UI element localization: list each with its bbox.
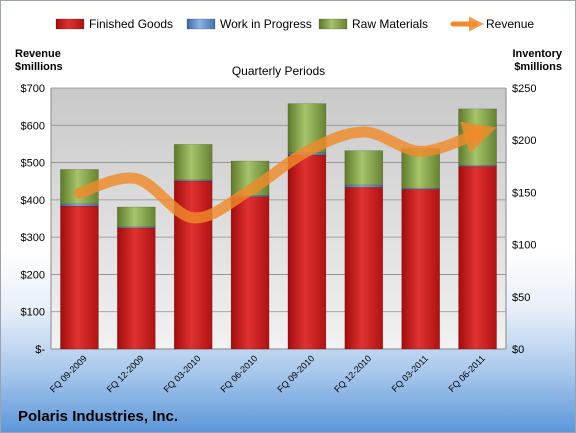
company-name: Polaris Industries, Inc. <box>18 408 178 425</box>
left-tick-label: $600 <box>21 120 45 132</box>
legend-swatch <box>186 18 216 30</box>
right-tick-label: $50 <box>512 292 530 304</box>
chart-subtitle: Quarterly Periods <box>232 64 325 78</box>
x-tick-label: FQ 03-2010 <box>162 353 203 394</box>
right-tick-label: $250 <box>512 83 536 95</box>
bar-raw-materials <box>173 144 213 181</box>
revenue-line <box>73 121 497 224</box>
bar-work-in-progress <box>344 184 384 188</box>
right-tick-label: $150 <box>512 187 536 199</box>
left-tick-label: $100 <box>21 307 45 319</box>
right-axis-title-line2: $millions <box>514 61 562 73</box>
bar-finished-goods <box>287 154 327 350</box>
right-tick-label: $0 <box>512 344 524 356</box>
x-tick-label: FQ 12-2010 <box>332 353 373 394</box>
bar-finished-goods <box>230 196 270 350</box>
bar-finished-goods <box>401 188 440 350</box>
x-tick-label: FQ 09-2009 <box>48 353 89 394</box>
left-tick-label: $500 <box>21 158 45 170</box>
legend-label: Finished Goods <box>89 17 173 31</box>
legend-label: Work in Progress <box>220 17 312 31</box>
right-tick-label: $100 <box>512 240 536 252</box>
left-tick-label: $400 <box>21 195 45 207</box>
legend-swatch <box>55 18 85 30</box>
bar-raw-materials <box>344 150 384 186</box>
legend-label: Raw Materials <box>352 17 428 31</box>
bar-finished-goods <box>458 166 497 350</box>
left-tick-label: $300 <box>21 232 45 244</box>
left-tick-label: $700 <box>21 83 45 95</box>
bar-finished-goods <box>117 227 156 350</box>
left-axis-title-line1: Revenue <box>15 48 61 60</box>
x-tick-label: FQ 09-2010 <box>275 353 316 394</box>
legend-swatch <box>318 18 348 30</box>
right-axis-title-line1: Inventory <box>512 48 562 60</box>
left-tick-label: $- <box>35 344 45 356</box>
bar-finished-goods <box>344 186 384 350</box>
x-tick-label: FQ 06-2010 <box>218 353 259 394</box>
left-tick-label: $200 <box>21 269 45 281</box>
left-axis-title-line2: $millions <box>15 61 63 73</box>
bar-work-in-progress <box>60 203 99 207</box>
bar-raw-materials <box>117 206 156 228</box>
legend-label: Revenue <box>486 17 534 31</box>
bar-finished-goods <box>60 205 99 350</box>
right-tick-label: $200 <box>512 135 536 147</box>
x-tick-label: FQ 06-2011 <box>446 353 487 394</box>
x-tick-label: FQ 03-2011 <box>390 353 431 394</box>
x-tick-label: FQ 12-2009 <box>105 353 146 394</box>
